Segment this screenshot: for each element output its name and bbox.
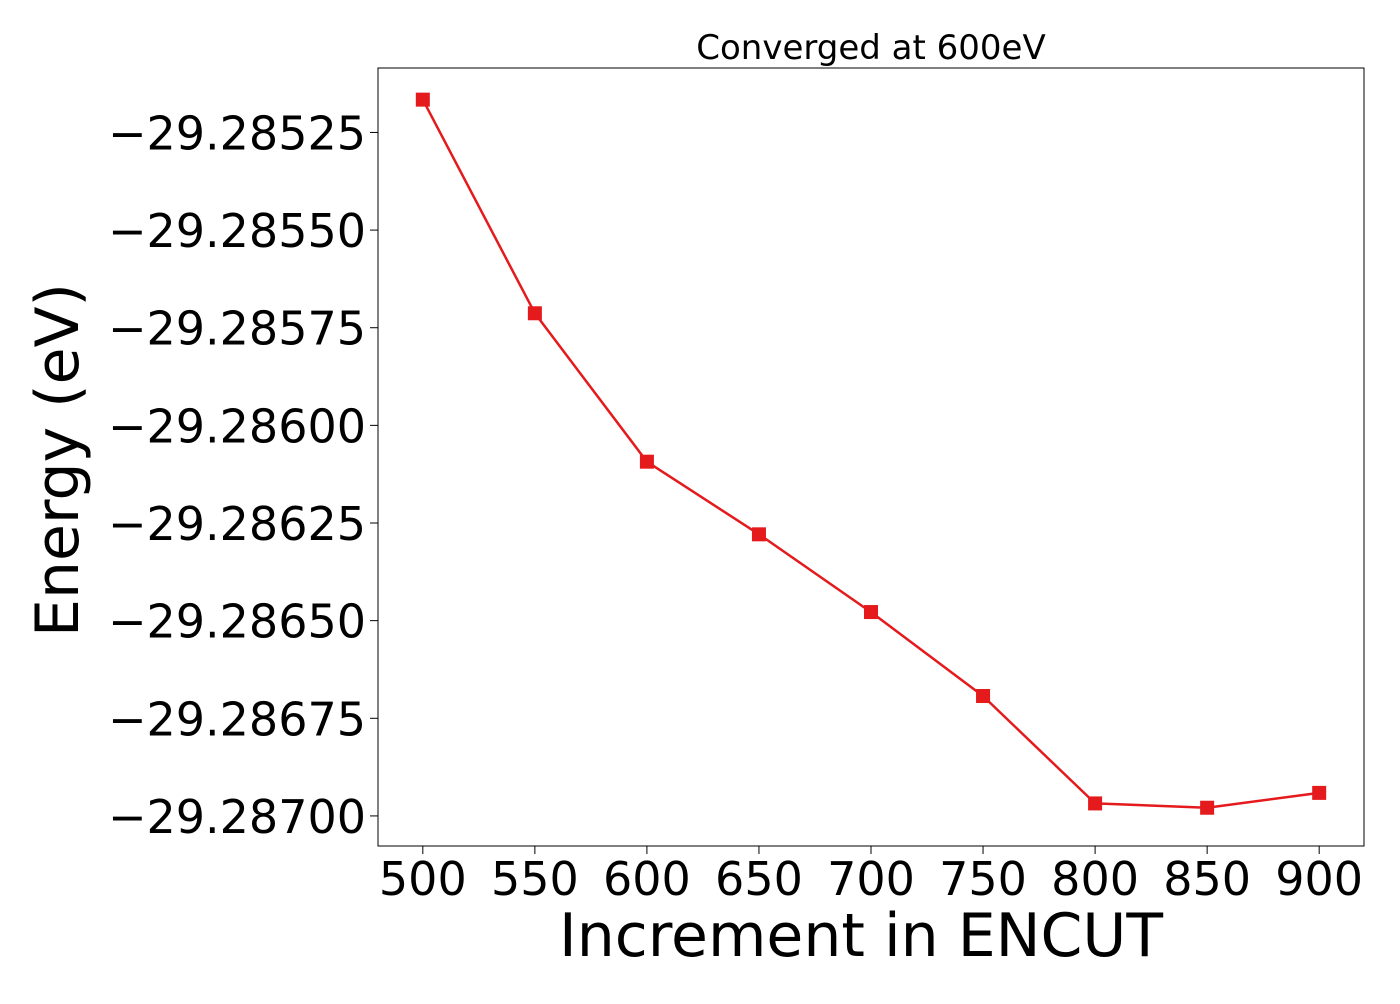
x-tick-label: 700 bbox=[827, 852, 915, 906]
y-tick-label: −29.28650 bbox=[108, 595, 366, 649]
y-axis-title: Energy (eV) bbox=[23, 283, 93, 637]
plot-frame bbox=[377, 67, 1365, 847]
x-tick-label: 550 bbox=[491, 852, 579, 906]
x-tick-label: 750 bbox=[939, 852, 1027, 906]
x-tick-label: 650 bbox=[715, 852, 803, 906]
x-tick-label: 850 bbox=[1163, 852, 1251, 906]
data-point-marker bbox=[415, 92, 430, 107]
plot-area: 500 550 600 650 700 750 800 850 900 −29.28525 −29.… bbox=[108, 67, 1365, 906]
y-tick-label: −29.28525 bbox=[108, 106, 366, 160]
data-point-marker bbox=[639, 454, 654, 469]
data-point-marker bbox=[1200, 800, 1215, 815]
x-tick-label: 600 bbox=[603, 852, 691, 906]
data-point-marker bbox=[527, 306, 542, 321]
y-tick-label: −29.28550 bbox=[108, 204, 366, 258]
data-point-marker bbox=[864, 605, 878, 620]
x-axis-title: Increment in ENCUT bbox=[559, 901, 1163, 971]
y-tick-label: −29.28600 bbox=[108, 399, 366, 453]
x-tick-label: 800 bbox=[1051, 852, 1139, 906]
chart-title: Converged at 600eV bbox=[696, 28, 1045, 68]
x-tick-label: 500 bbox=[379, 852, 467, 906]
x-tick-label: 900 bbox=[1275, 852, 1363, 906]
data-point-marker bbox=[1088, 796, 1103, 811]
y-tick-label: −29.28625 bbox=[108, 497, 366, 551]
series-line bbox=[421, 99, 1320, 809]
data-point-marker bbox=[1312, 785, 1327, 800]
y-tick-label: −29.28575 bbox=[108, 302, 366, 356]
y-tick-label: −29.28700 bbox=[108, 790, 366, 844]
y-tick-label: −29.28675 bbox=[108, 692, 366, 746]
data-point-marker bbox=[751, 527, 766, 542]
data-point-marker bbox=[976, 689, 991, 704]
